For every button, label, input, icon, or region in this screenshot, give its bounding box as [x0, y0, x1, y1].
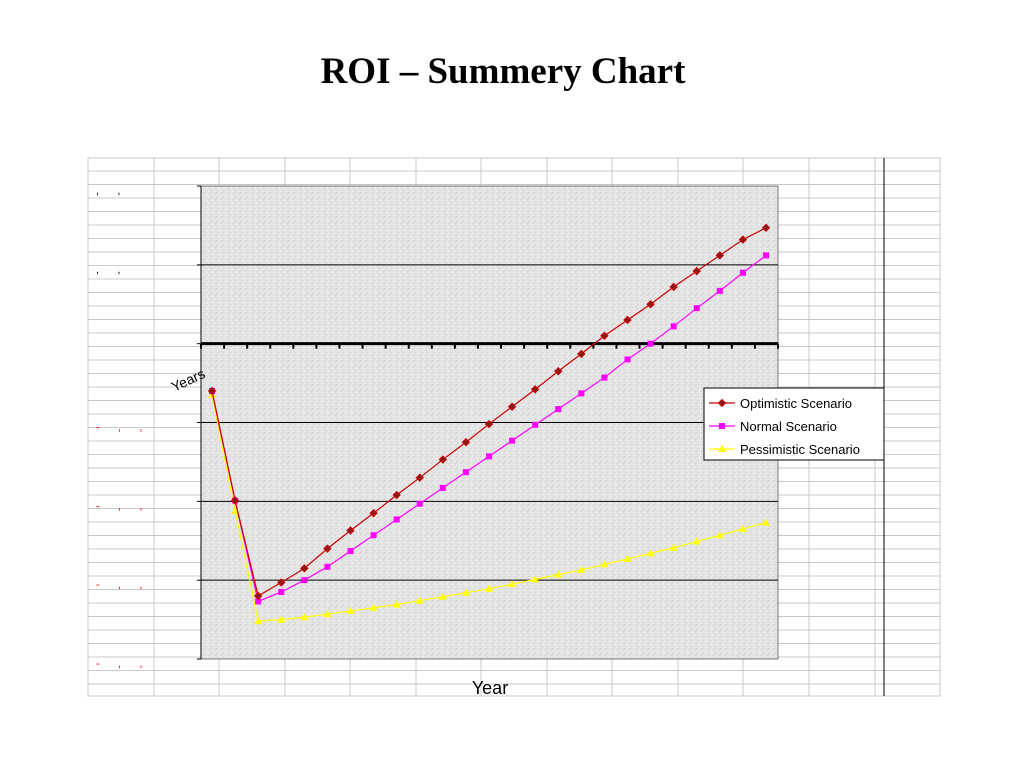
legend-label: Optimistic Scenario [740, 396, 852, 411]
y-tick-labels: , , , , - , , - , , - , , - , , [96, 185, 142, 670]
data-point [762, 518, 770, 526]
y-tick-label: - , , [96, 579, 142, 591]
data-point [715, 531, 724, 539]
data-point [508, 580, 517, 588]
data-point [763, 252, 769, 259]
data-point [484, 419, 494, 429]
legend-label: Normal Scenario [740, 419, 837, 434]
page-title: ROI – Summery Chart [320, 51, 686, 92]
x-axis-title: Year [472, 678, 508, 698]
data-point [692, 266, 701, 276]
data-point [623, 315, 632, 325]
data-point [438, 592, 447, 600]
data-point [323, 610, 332, 618]
series-pessimistic-scenario [208, 390, 770, 625]
data-point [346, 606, 355, 614]
data-point [370, 532, 377, 539]
data-point [600, 560, 609, 568]
data-point [277, 615, 286, 623]
legend-label: Pessimistic Scenario [740, 442, 860, 457]
series-optimistic-scenario [207, 223, 771, 601]
chart-legend: Optimistic Scenario Normal Scenario Pessim… [703, 387, 885, 461]
data-point [323, 544, 332, 553]
data-point [438, 455, 448, 464]
data-point [624, 356, 631, 363]
data-point [462, 469, 469, 476]
data-point [486, 453, 492, 460]
data-point [485, 584, 493, 592]
data-point [416, 500, 423, 507]
data-point [461, 438, 471, 447]
data-point [277, 578, 286, 587]
legend-box [703, 387, 885, 461]
data-point [392, 490, 401, 500]
data-point [392, 600, 401, 608]
data-point [692, 537, 701, 545]
data-point [577, 349, 586, 359]
data-point [715, 251, 725, 260]
data-point [369, 603, 378, 611]
data-point [554, 367, 563, 376]
legend-marker [717, 398, 727, 408]
data-point [738, 524, 747, 532]
legend-item: Optimistic Scenario [709, 396, 852, 411]
data-point [253, 591, 263, 601]
data-point [716, 287, 723, 294]
y-tick-label: - , , [96, 500, 142, 512]
data-point [761, 223, 771, 232]
data-point [509, 437, 516, 444]
data-point [669, 543, 678, 551]
data-point [647, 340, 654, 347]
data-point [324, 563, 331, 570]
y-tick-label: , , [96, 185, 120, 197]
x-axis [200, 342, 779, 349]
data-point [623, 554, 632, 562]
legend-marker [718, 445, 726, 452]
data-point [554, 570, 563, 578]
data-point [300, 613, 309, 621]
data-point [369, 508, 378, 518]
data-point [207, 386, 217, 396]
data-point [693, 305, 700, 312]
legend-item: Pessimistic Scenario [709, 442, 860, 457]
data-point [532, 421, 539, 428]
data-point [254, 617, 263, 625]
data-point [439, 484, 446, 491]
data-point [347, 547, 354, 554]
data-point [415, 596, 424, 604]
data-point [669, 282, 678, 292]
data-point [230, 496, 240, 505]
data-point [393, 516, 400, 523]
y-tick-label: - , , [96, 422, 142, 434]
legend-item: Normal Scenario [709, 419, 837, 434]
y-tick-label: , , [96, 264, 120, 276]
data-point [646, 300, 655, 309]
data-point [531, 575, 540, 583]
data-point [231, 506, 240, 514]
y-tick-label: - , , [96, 658, 142, 670]
data-point [738, 235, 748, 244]
data-point [555, 406, 562, 413]
data-point [739, 269, 746, 276]
data-point [601, 374, 608, 381]
data-point [577, 565, 586, 573]
data-point [461, 588, 470, 596]
data-point [670, 323, 677, 330]
data-point [507, 402, 517, 411]
data-point [415, 473, 424, 482]
data-point [530, 385, 540, 394]
data-point [278, 588, 285, 595]
data-point [600, 331, 609, 340]
series-layer [207, 223, 771, 625]
legend-marker [719, 423, 725, 429]
data-point [300, 564, 309, 573]
data-point [346, 526, 355, 535]
data-point [255, 598, 262, 605]
data-point [301, 577, 308, 584]
data-point [578, 390, 585, 397]
data-point [646, 549, 655, 557]
